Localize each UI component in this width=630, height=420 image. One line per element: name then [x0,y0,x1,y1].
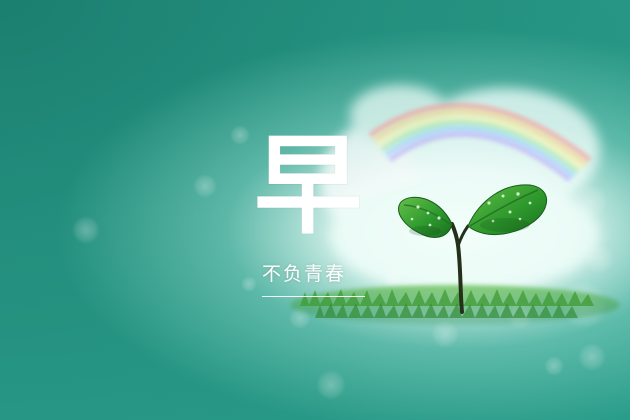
tagline-text: 不负青春 [262,263,347,285]
grass-field [290,285,620,325]
rainbow-icon [368,102,592,182]
calligraphy-character: 早 [254,123,363,250]
sprout-icon [398,184,547,314]
svg-text:早: 早 [254,123,362,249]
tagline-underline [262,296,365,297]
